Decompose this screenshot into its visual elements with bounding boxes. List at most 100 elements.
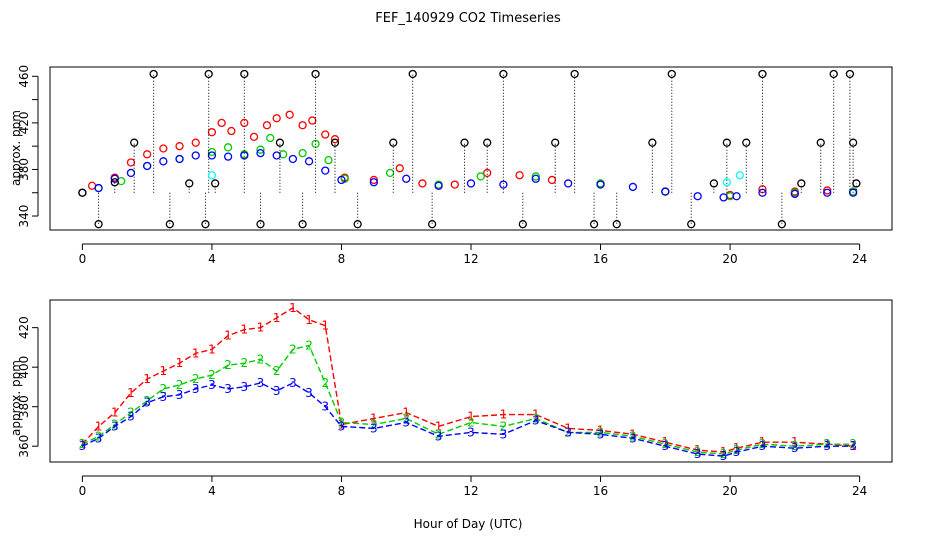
bottom-point-label-1: 1	[402, 406, 410, 420]
top-point-cyan	[207, 171, 217, 180]
top-point-red	[395, 164, 404, 173]
bottom-panel-ylabel: approx. ppm	[9, 360, 23, 436]
bottom-point-label-2: 2	[95, 429, 103, 443]
top-point-black	[240, 69, 249, 79]
top-point-blue	[126, 168, 136, 178]
bottom-point-label-1: 1	[79, 437, 87, 451]
bottom-point-label-2: 2	[629, 429, 637, 443]
bottom-point-label-3: 3	[694, 447, 702, 461]
bottom-series-line-3	[82, 382, 854, 457]
bottom-point-label-2: 2	[160, 382, 168, 396]
top-point-black	[408, 69, 417, 79]
bottom-point-label-1: 1	[289, 301, 297, 315]
bottom-point-label-3: 3	[176, 388, 184, 402]
top-point-blue	[337, 175, 346, 185]
bottom-point-label-2: 2	[402, 412, 410, 426]
top-point-blue	[466, 179, 476, 188]
top-point-red	[207, 128, 217, 137]
top-point-black	[667, 69, 676, 79]
top-point-blue	[288, 154, 298, 164]
top-point-blue	[719, 193, 728, 202]
top-point-black	[816, 138, 825, 147]
bottom-point-label-2: 2	[305, 338, 313, 352]
top-point-red	[159, 144, 168, 153]
top-point-black	[185, 179, 194, 188]
top-point-blue	[207, 151, 217, 160]
top-point-blue	[564, 179, 573, 188]
top-point-red	[321, 130, 330, 139]
top-point-blue	[272, 151, 281, 160]
bottom-point-label-1: 1	[160, 364, 168, 378]
top-point-blue	[321, 166, 330, 175]
top-point-green	[531, 172, 540, 181]
bottom-point-label-2: 2	[661, 437, 669, 451]
top-point-red	[272, 114, 281, 123]
bottom-point-label-1: 1	[597, 423, 605, 437]
bottom-series-line-1	[81, 307, 854, 453]
bottom-point-label-2: 2	[208, 368, 216, 382]
top-point-blue	[402, 174, 411, 183]
bottom-panel: approx. ppm 0 4 8 12 16 20 2436038040042011111…	[9, 299, 893, 498]
bottom-point-label-3: 3	[661, 439, 669, 453]
bottom-point-label-3: 3	[111, 419, 119, 433]
bottom-point-label-1: 1	[733, 441, 741, 455]
bottom-point-label-1: 1	[240, 323, 248, 337]
top-point-red	[298, 121, 307, 130]
bottom-y-tick-label: 380	[17, 395, 31, 418]
bottom-point-label-2: 2	[694, 445, 702, 459]
top-point-black	[612, 220, 621, 229]
chart-title: FEF_140929 CO2 Timeseries	[375, 11, 561, 26]
top-point-black	[130, 138, 139, 147]
top-x-tick-label: 24	[852, 252, 867, 266]
bottom-point-label-1: 1	[467, 410, 475, 424]
bottom-y-tick-label: 420	[17, 316, 31, 339]
bottom-series-line-2	[82, 344, 854, 455]
bottom-point-label-2: 2	[240, 356, 248, 370]
top-point-red	[418, 179, 427, 188]
top-y-tick-label: 340	[17, 205, 31, 228]
bottom-point-label-2: 2	[759, 437, 767, 451]
bottom-point-label-1: 1	[532, 408, 540, 422]
top-point-blue	[304, 157, 314, 166]
bottom-point-label-3: 3	[733, 445, 741, 459]
top-point-black	[204, 69, 213, 79]
top-point-blue	[790, 189, 799, 199]
bottom-point-label-2: 2	[176, 378, 184, 392]
top-point-red	[191, 138, 200, 147]
top-point-red	[227, 126, 236, 136]
top-point-black	[845, 69, 855, 79]
bottom-point-label-1: 1	[208, 342, 216, 356]
top-point-blue	[434, 181, 443, 190]
top-y-tick-label: 460	[17, 65, 31, 88]
bottom-point-label-2: 2	[532, 412, 540, 426]
top-point-black	[149, 69, 158, 79]
top-point-black	[94, 220, 103, 229]
bottom-x-tick-label: 8	[338, 484, 346, 498]
bottom-point-label-1: 1	[111, 406, 119, 420]
bottom-point-label-3: 3	[720, 449, 728, 463]
top-point-red	[515, 171, 524, 180]
top-point-blue	[256, 149, 265, 158]
top-point-red	[285, 110, 294, 119]
top-point-red	[175, 142, 184, 151]
bottom-point-label-1: 1	[321, 319, 329, 333]
top-point-cyan	[722, 178, 731, 187]
top-panel-ylabel: approx. ppm	[9, 110, 23, 186]
top-point-blue	[661, 187, 670, 196]
bottom-point-label-3: 3	[532, 414, 540, 428]
top-point-black	[298, 220, 307, 229]
top-point-red	[450, 180, 459, 189]
bottom-point-label-3: 3	[257, 376, 265, 390]
top-point-black	[110, 178, 119, 187]
bottom-point-label-2: 2	[79, 437, 87, 451]
top-point-red	[369, 175, 378, 185]
bottom-point-label-3: 3	[192, 382, 200, 396]
bottom-panel-frame	[49, 299, 893, 463]
bottom-point-label-3: 3	[321, 400, 329, 414]
top-point-blue	[693, 192, 702, 201]
top-point-black	[829, 69, 838, 79]
top-point-black	[687, 220, 696, 229]
top-point-green	[266, 133, 275, 143]
